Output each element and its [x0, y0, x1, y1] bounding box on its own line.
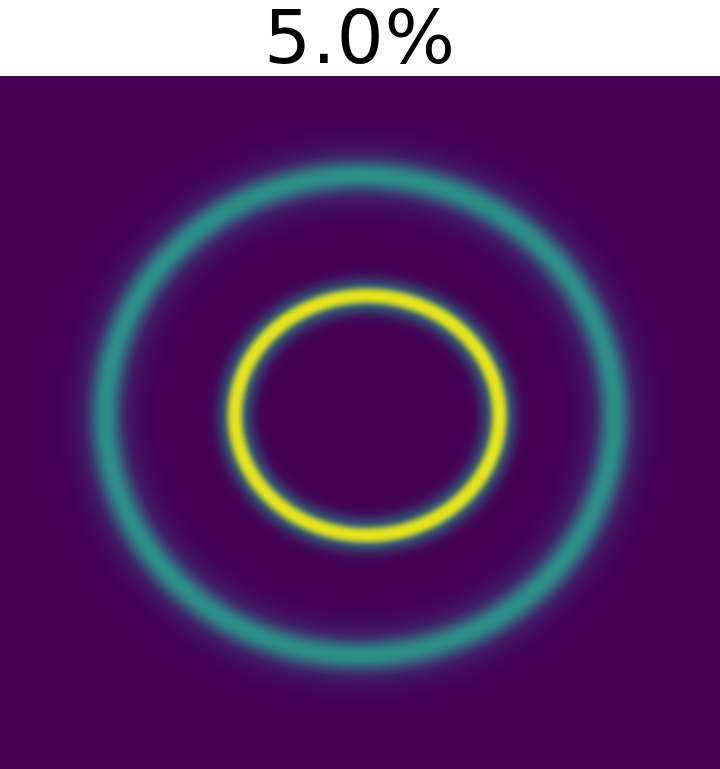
outer-ring	[94, 164, 626, 667]
rings-layer	[82, 152, 638, 679]
chart-title: 5.0%	[264, 0, 456, 81]
heatmap-svg	[0, 76, 720, 769]
inner-ring	[227, 288, 507, 543]
heatmap-plot-area	[0, 76, 720, 769]
